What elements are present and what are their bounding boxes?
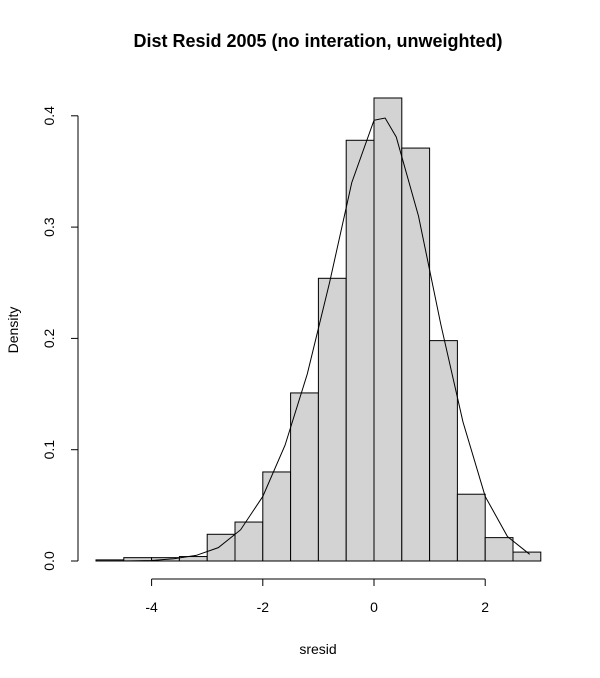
histogram-bar-5 bbox=[234, 521, 264, 562]
y-tick-label-2: 0.2 bbox=[41, 328, 57, 348]
y-tick-label-0: 0.0 bbox=[41, 551, 57, 571]
x-tick-label-0: -4 bbox=[145, 599, 158, 615]
histogram-bar-10 bbox=[373, 97, 403, 562]
y-axis: 0.0 0.1 0.2 0.3 0.4 bbox=[41, 106, 79, 571]
x-tick-label-3: 2 bbox=[481, 599, 489, 615]
x-tick-label-2: 0 bbox=[370, 599, 378, 615]
chart-title: Dist Resid 2005 (no interation, unweight… bbox=[133, 31, 502, 51]
y-tick-label-1: 0.1 bbox=[41, 440, 57, 460]
x-axis-label: sresid bbox=[299, 641, 336, 657]
histogram-bar-7 bbox=[290, 392, 319, 562]
histogram-bar-6 bbox=[262, 471, 292, 562]
histogram-bar-8 bbox=[317, 277, 347, 562]
histogram-bar-15 bbox=[512, 551, 542, 562]
y-axis-label: Density bbox=[5, 307, 21, 354]
histogram-bar-12 bbox=[429, 340, 458, 562]
histogram-bars bbox=[95, 97, 542, 562]
histogram-bar-13 bbox=[456, 493, 486, 562]
histogram-bar-9 bbox=[345, 139, 375, 562]
histogram-bar-4 bbox=[206, 533, 236, 562]
y-tick-label-3: 0.3 bbox=[41, 217, 57, 237]
histogram-bar-11 bbox=[401, 147, 431, 562]
x-tick-label-1: -2 bbox=[257, 599, 270, 615]
x-axis: -4 -2 0 2 bbox=[145, 578, 489, 615]
histogram-bar-14 bbox=[484, 537, 514, 562]
y-tick-label-4: 0.4 bbox=[41, 106, 57, 126]
density-curve bbox=[107, 117, 530, 562]
